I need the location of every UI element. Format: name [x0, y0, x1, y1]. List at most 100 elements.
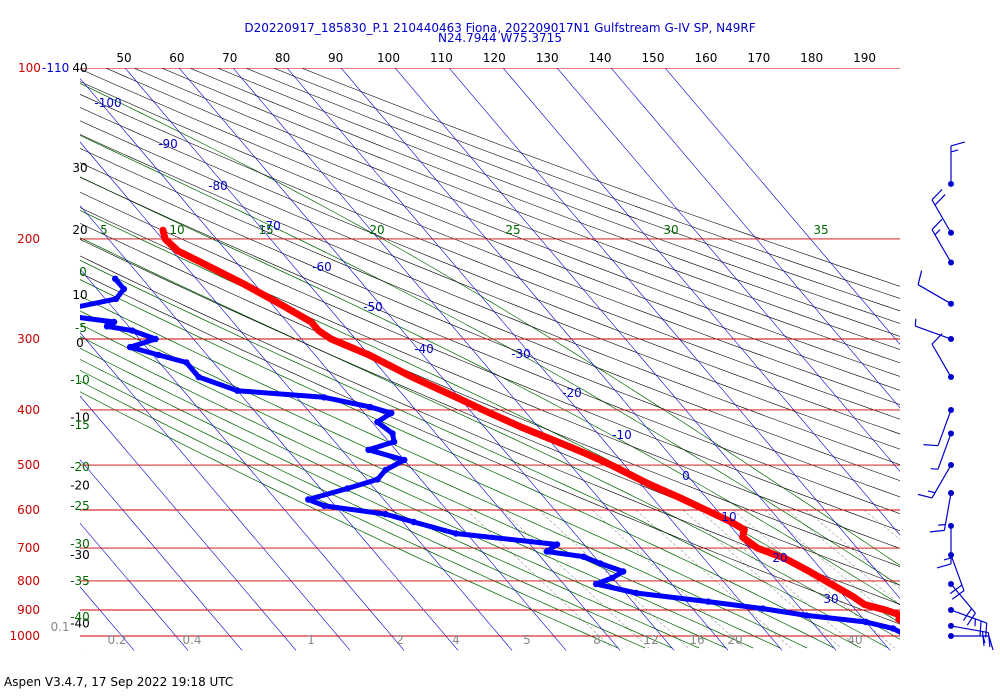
- dewpoint-point: [553, 541, 561, 548]
- dewpoint-point: [152, 335, 159, 343]
- dewpoint-point: [759, 605, 766, 612]
- wind-barb-flag-full: [951, 590, 965, 600]
- left-axis-label: 10: [72, 288, 87, 302]
- dry-adiabat-line: [80, 134, 900, 466]
- dewpoint-point: [390, 438, 398, 445]
- dry-adiabat-line: [244, 68, 900, 312]
- isotherm-line: [124, 68, 621, 651]
- left-axis-label: -30: [70, 548, 90, 562]
- dry-adiabat-line: [80, 162, 900, 498]
- wind-barb-flag-full: [962, 608, 973, 621]
- wind-barb-staff: [931, 343, 952, 378]
- dewpoint-point: [183, 359, 190, 366]
- wind-barb-flag-half: [934, 229, 941, 236]
- theta-label: 90: [328, 51, 343, 65]
- isotherm-label: -80: [208, 179, 228, 193]
- isotherm-line: [286, 68, 783, 651]
- mixing-ratio-line: [698, 509, 859, 649]
- dewpoint-point: [382, 510, 389, 518]
- wind-barb-staff: [950, 554, 965, 591]
- theta-label: 180: [800, 51, 823, 65]
- wind-barb-flag-full: [934, 194, 946, 206]
- moist-adiabat-label: 0: [79, 265, 87, 279]
- theta-label: 140: [589, 51, 612, 65]
- isotherm-line: [80, 332, 351, 651]
- dry-adiabat-line: [80, 68, 900, 391]
- mixing-ratio-line: [764, 509, 900, 625]
- wind-barb-flag-full: [950, 141, 966, 147]
- isotherm-line: [80, 268, 405, 651]
- wind-barb-flag-half: [982, 635, 986, 644]
- wind-barb-flag-full: [988, 635, 994, 651]
- wind-barb: [948, 622, 991, 648]
- left-axis-label: 20: [72, 223, 87, 237]
- dewpoint-point: [388, 409, 395, 417]
- dewpoint-point: [103, 323, 111, 330]
- dewpoint-point: [112, 295, 120, 303]
- moist-adiabat-label: 35: [813, 223, 828, 237]
- isotherm-line: [556, 68, 900, 472]
- isotherm-line: [232, 68, 729, 651]
- left-axis-label: -20: [70, 478, 90, 492]
- pressure-label: 1000: [9, 629, 40, 643]
- isotherm-label: -100: [94, 96, 121, 110]
- dry-adiabat-line: [105, 68, 900, 377]
- moist-adiabat-line: [80, 380, 646, 649]
- theta-label: 50: [116, 51, 131, 65]
- dewpoint-point: [401, 456, 408, 464]
- isotherm-line: [394, 68, 891, 651]
- dewpoint-point: [120, 285, 128, 293]
- isotherm-line: [610, 68, 900, 409]
- wind-barb-staff: [915, 325, 952, 340]
- dewpoint-point: [62, 313, 68, 319]
- wind-barb: [914, 318, 954, 343]
- dry-adiabat-line: [80, 222, 900, 567]
- dewpoint-point: [543, 548, 550, 555]
- wind-barb-flag-full: [979, 620, 982, 636]
- mixing-ratio-label: 0.4: [182, 633, 201, 647]
- pressure-label: 300: [17, 332, 40, 346]
- chart-title-line1: D20220917_185830_P.1 210440463 Fiona, 20…: [244, 21, 756, 35]
- mixing-ratio-line: [733, 509, 895, 649]
- dewpoint-point: [862, 618, 870, 626]
- wind-barb-staff: [950, 583, 976, 614]
- dewpoint-point: [126, 343, 134, 351]
- isotherm-label: -90: [158, 137, 178, 151]
- wind-barb-flag-full: [917, 493, 933, 499]
- wind-barb-flag-full: [936, 563, 952, 569]
- wind-barb: [931, 188, 954, 236]
- wind-barb: [917, 462, 954, 499]
- moist-adiabat-label: -5: [75, 321, 87, 335]
- pressure-label: 800: [17, 574, 40, 588]
- grid-layer: [80, 68, 900, 651]
- dewpoint-point: [366, 403, 374, 411]
- isotherm-line: [80, 395, 297, 651]
- theta-label: 60: [169, 51, 184, 65]
- wind-barb-flag-full: [985, 622, 988, 638]
- dewpoint-point: [374, 476, 381, 483]
- moist-adiabat-label: 25: [505, 223, 520, 237]
- dewpoint-point: [899, 631, 900, 636]
- mixing-ratio-label: 1: [307, 633, 315, 647]
- isotherm-label: -20: [562, 386, 582, 400]
- theta-label: 80: [275, 51, 290, 65]
- dry-adiabat-line: [80, 255, 900, 605]
- moist-adiabat-label: -10: [70, 373, 90, 387]
- theta-label: 150: [642, 51, 665, 65]
- dewpoint-point: [344, 485, 351, 492]
- wind-barb-staff: [950, 609, 987, 624]
- mixing-ratio-line: [635, 509, 792, 649]
- moist-adiabat-label: -35: [70, 574, 90, 588]
- wind-barb: [948, 633, 994, 651]
- moist-adiabat-line: [80, 83, 900, 566]
- mixing-ratio-line: [863, 509, 900, 540]
- dewpoint-point: [632, 589, 640, 597]
- dewpoint-point: [580, 553, 587, 560]
- dry-adiabat-line: [80, 239, 900, 586]
- isotherm-line: [664, 68, 900, 345]
- wind-barb-staff: [943, 492, 952, 531]
- wind-barb-flag-half: [930, 468, 939, 470]
- wind-barb-flag-half: [943, 557, 952, 561]
- pressure-label-range: -110: [42, 61, 69, 75]
